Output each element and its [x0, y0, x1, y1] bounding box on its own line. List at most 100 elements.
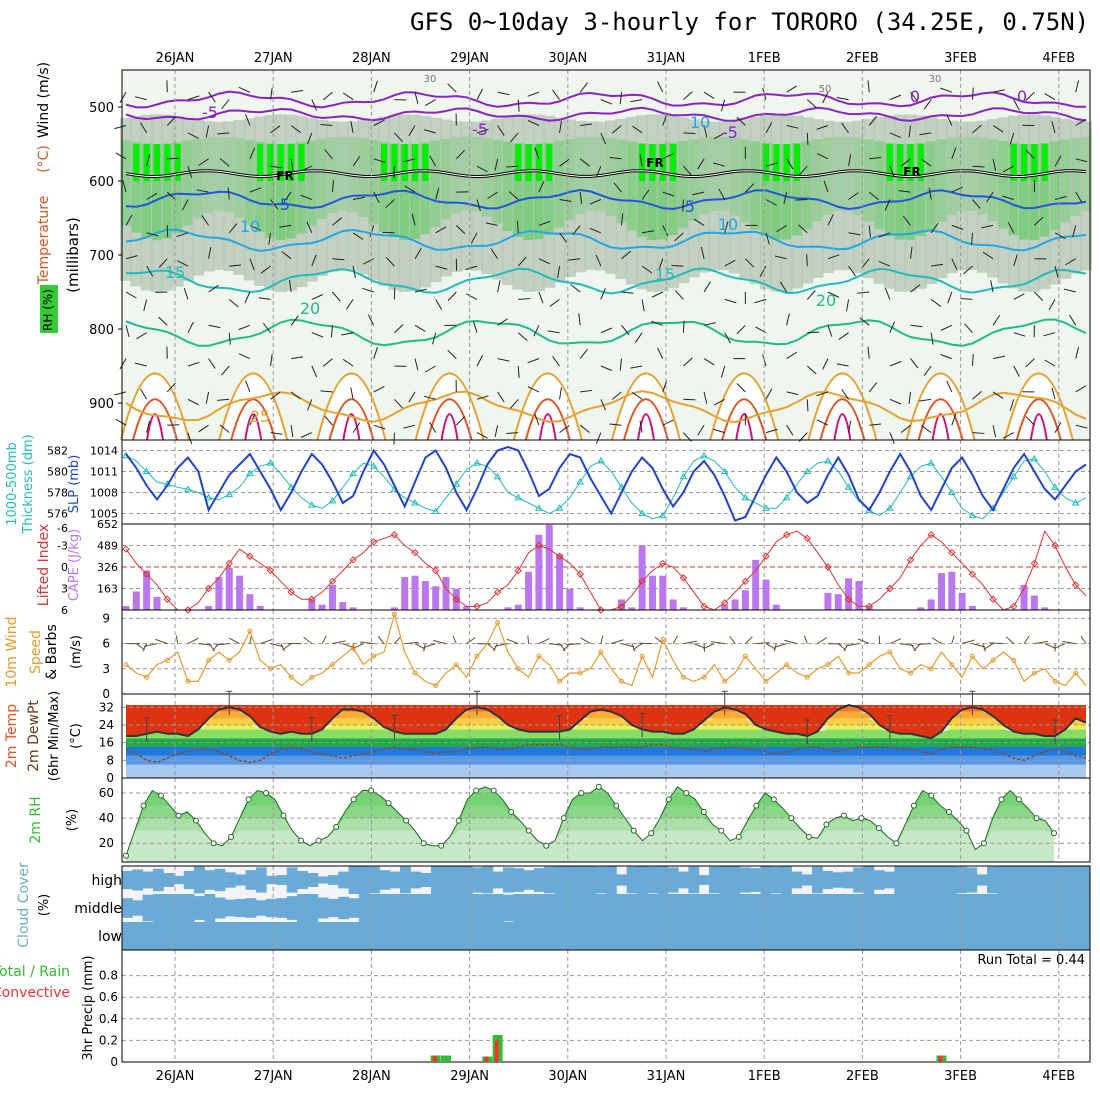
wind-barb	[258, 297, 271, 300]
wind-barb-10m	[142, 643, 148, 652]
page-title: GFS 0~10day 3-hourly for TORORO (34.25E,…	[410, 8, 1090, 36]
cloud-cell	[1017, 866, 1029, 894]
wind-barb	[506, 432, 519, 434]
wind-barb	[630, 365, 643, 369]
cloud-cell	[873, 894, 885, 922]
thickness-marker	[1009, 472, 1018, 480]
cloud-cell	[358, 894, 370, 922]
wind-barb-10m	[136, 643, 146, 651]
wind-barb-10m	[270, 643, 284, 648]
temp-band	[126, 718, 1086, 739]
rh-band-dark	[773, 144, 780, 181]
rh-band-gray	[481, 120, 494, 275]
wind-speed-marker	[742, 653, 748, 659]
wind-barb	[724, 332, 731, 344]
cloud-cell	[194, 866, 205, 894]
wind-barb	[1043, 332, 1056, 337]
cloud-cell	[791, 922, 803, 950]
wind-barb	[736, 116, 746, 126]
wind-barb	[662, 153, 674, 160]
wind-barb	[859, 317, 870, 326]
wind-barb	[992, 158, 997, 171]
wind-barb	[651, 291, 663, 298]
rh-marker	[578, 790, 585, 797]
wind-barb	[140, 122, 148, 134]
wind-barb-10m	[492, 643, 499, 652]
cloud-axis-label: Cloud Cover	[16, 862, 32, 948]
cloud-cell	[976, 874, 988, 886]
wind-barb	[476, 395, 489, 400]
wind-barb	[385, 256, 395, 267]
contour-label: -5	[202, 103, 218, 122]
wind-barb	[632, 125, 643, 134]
wind-barb-10m	[845, 643, 859, 647]
rh-band-mid	[513, 143, 524, 238]
wind-barb	[867, 346, 870, 359]
cloud-cell	[863, 894, 875, 922]
rh-band-mid	[1070, 137, 1081, 216]
wind-speed-marker	[1031, 670, 1037, 676]
lifted-index-marker	[927, 531, 935, 539]
cloud-cell	[163, 922, 174, 950]
hot-lobe	[721, 398, 768, 441]
wind-barb	[765, 199, 777, 206]
cape-axis-label: CAPE (J/kg)	[67, 529, 82, 601]
wind-barb	[166, 116, 176, 126]
rh-band-mid	[750, 141, 761, 230]
wind-barb	[579, 158, 590, 167]
wind-barb-10m	[621, 643, 635, 648]
wind-barb	[435, 187, 440, 200]
cape-bar	[514, 604, 522, 610]
lifted-index-marker	[555, 552, 564, 560]
cloud-cell	[286, 867, 298, 893]
cloud-cell	[163, 873, 174, 887]
cloud-cell	[606, 922, 617, 950]
cloud-cell	[997, 922, 1009, 950]
cloud-cell	[708, 922, 720, 950]
rh-marker	[508, 808, 515, 815]
wind-barb	[724, 259, 736, 267]
wind-barb-10m	[249, 635, 252, 644]
wind-speed-marker	[144, 674, 150, 680]
cape-bar	[855, 580, 863, 610]
wind-barb	[217, 398, 230, 401]
cloud-cell	[430, 894, 442, 922]
cloud-cell	[461, 866, 473, 894]
cloud-cell	[1048, 894, 1060, 922]
wind-barb	[776, 224, 787, 233]
lifted-index-marker	[411, 548, 419, 557]
wind-barb	[972, 391, 982, 400]
wind-barb	[1009, 399, 1015, 411]
wind-barb	[238, 353, 251, 360]
wind-speed-marker	[846, 670, 852, 676]
cloud-cell	[842, 894, 854, 922]
cloud-cell	[358, 866, 370, 894]
cloud-cell	[904, 866, 916, 894]
cloud-cell	[678, 894, 689, 922]
wind-barb	[822, 358, 829, 370]
thickness-marker	[947, 488, 956, 495]
lifted-index-marker	[700, 602, 708, 611]
wind-barb	[394, 132, 403, 143]
cloud-cell	[791, 894, 803, 922]
cape-bar	[122, 606, 130, 610]
wind-barb-10m	[857, 638, 870, 645]
wind-barb	[559, 120, 562, 133]
rh-band-dark	[917, 144, 924, 181]
wind-barb	[559, 158, 570, 167]
cloud-cell	[1007, 866, 1019, 894]
cape-bar	[824, 592, 832, 610]
wind-speed-marker	[949, 662, 955, 668]
rh-marker	[263, 790, 270, 797]
rh-marker	[910, 802, 917, 809]
rh-band-mid	[141, 143, 152, 239]
wind-barb	[497, 358, 510, 362]
wind-barb	[674, 232, 684, 242]
cloud-cell	[338, 896, 350, 920]
cloud-cell	[667, 894, 679, 922]
rh-band-mid	[502, 141, 513, 232]
cape-bar	[762, 579, 770, 610]
wind-barb	[816, 125, 829, 130]
wind-barb	[718, 188, 726, 200]
rh-band-dark	[143, 144, 150, 181]
